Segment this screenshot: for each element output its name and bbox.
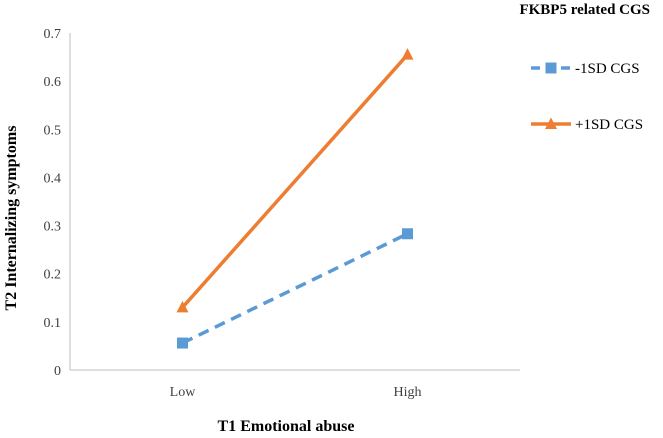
x-axis-title: T1 Emotional abuse: [218, 418, 355, 435]
series-1: [176, 48, 414, 313]
data-point: [401, 48, 414, 60]
y-axis-title: T2 Internalizing symptoms: [3, 126, 20, 311]
y-tick-label: 0.1: [44, 316, 62, 331]
series-line: [181, 232, 409, 345]
y-tick-label: 0: [54, 364, 61, 379]
x-tick-label: Low: [170, 385, 197, 400]
axes: [69, 33, 520, 371]
data-point: [177, 337, 188, 349]
legend-item: +1SD CGS: [531, 117, 643, 133]
y-tick-labels: 0 0.1 0.2 0.3 0.4 0.5 0.6 0.7: [44, 27, 62, 379]
y-tick-label: 0.5: [44, 123, 62, 138]
data-point: [402, 228, 413, 240]
series-group: [176, 48, 414, 349]
data-point: [176, 300, 189, 313]
x-tick-label: High: [394, 385, 422, 400]
legend-item: -1SD CGS: [531, 61, 640, 77]
series-0: [177, 228, 413, 349]
x-tick-labels: Low High: [170, 385, 422, 400]
y-tick-label: 0.4: [44, 171, 62, 186]
legend-label: +1SD CGS: [575, 117, 643, 133]
legend-marker: [545, 117, 557, 129]
y-tick-label: 0.2: [44, 268, 62, 283]
y-tick-label: 0.3: [44, 220, 62, 235]
legend-label: -1SD CGS: [575, 61, 640, 77]
y-tick-label: 0.7: [44, 27, 62, 42]
legend-title: FKBP5 related CGS: [519, 2, 650, 18]
legend-items: -1SD CGS +1SD CGS: [531, 61, 643, 133]
legend-marker: [545, 62, 557, 74]
y-tick-label: 0.6: [44, 75, 62, 90]
legend: FKBP5 related CGS -1SD CGS +1SD CGS: [519, 2, 650, 133]
series-line: [181, 53, 409, 309]
